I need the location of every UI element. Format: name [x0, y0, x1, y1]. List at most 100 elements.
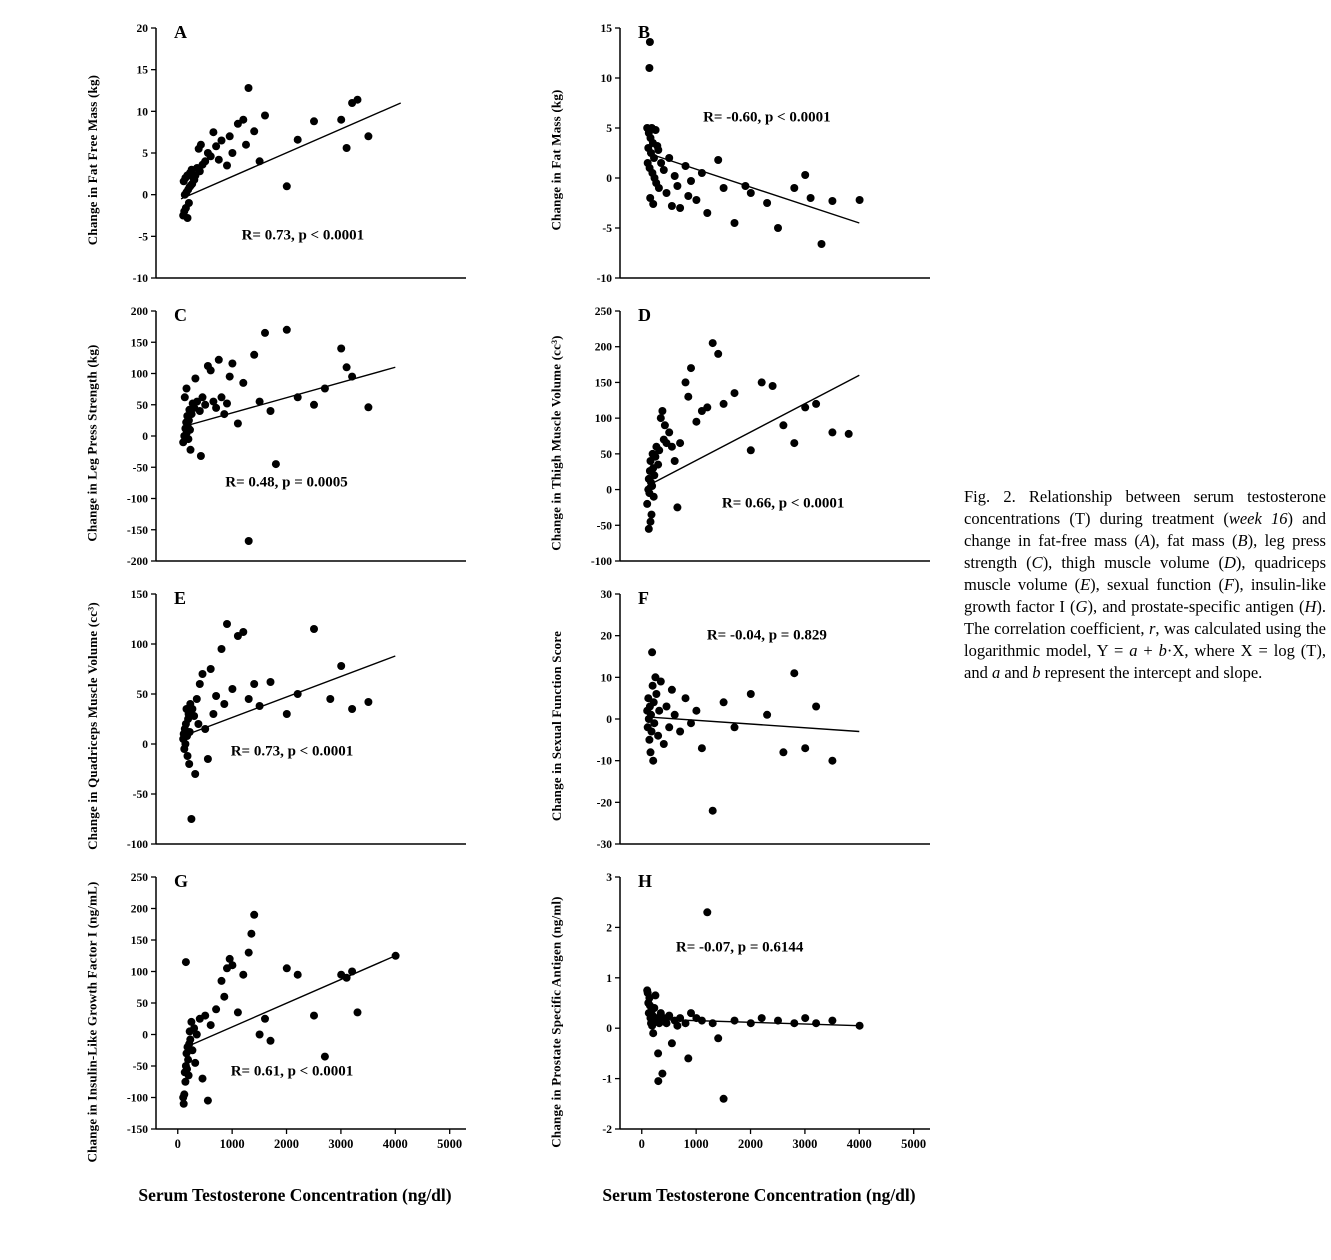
plot-area-D: 250 200 150 100 50 0 -50 -100 D R= 0.66, p < 0.… — [572, 301, 942, 584]
plot-area-F: 30 20 10 0 -10 -20 -30 F R= -0.04, p = 0.829 — [572, 584, 942, 867]
svg-text:-5: -5 — [602, 223, 612, 235]
svg-text:2000: 2000 — [738, 1137, 763, 1151]
svg-text:15: 15 — [601, 23, 613, 35]
plot-area-E: 150 100 50 0 -50 -100 E R= 0.73, p < 0.0001 — [108, 584, 478, 867]
svg-text:10: 10 — [601, 672, 613, 684]
svg-text:-50: -50 — [133, 789, 149, 801]
svg-text:100: 100 — [131, 369, 149, 381]
correlation-label-B: R= -0.60, p < 0.0001 — [703, 109, 831, 126]
svg-text:100: 100 — [131, 639, 149, 651]
svg-text:30: 30 — [601, 589, 613, 601]
svg-text:5: 5 — [606, 123, 612, 135]
scatter-chart-D: 250 200 150 100 50 0 -50 -100 — [591, 306, 930, 568]
svg-text:-20: -20 — [597, 797, 613, 809]
y-axis-label-E: Change in Quadriceps Muscle Volume (cc³) — [78, 584, 108, 867]
panel-letter-F: F — [638, 588, 649, 608]
svg-text:15: 15 — [137, 65, 149, 77]
svg-text:5000: 5000 — [901, 1137, 926, 1151]
svg-text:5: 5 — [142, 148, 148, 160]
correlation-label-A: R= 0.73, p < 0.0001 — [241, 227, 365, 244]
correlation-label-F: R= -0.04, p = 0.829 — [706, 627, 827, 644]
plot-area-G: 250 200 150 100 50 0 -50 -100 -150 0 1000 2000 3000 4… — [108, 867, 478, 1177]
y-axis-label-text: Change in Leg Press Strength (kg) — [85, 343, 101, 542]
correlation-label-D: R= 0.66, p < 0.0001 — [721, 495, 845, 512]
panel-letter-D: D — [638, 305, 651, 325]
svg-text:50: 50 — [137, 400, 149, 412]
svg-text:10: 10 — [601, 73, 613, 85]
y-axis-label-H: Change in Prostate Specific Antigen (ng/… — [542, 867, 572, 1177]
svg-text:250: 250 — [131, 872, 149, 884]
svg-text:1: 1 — [606, 973, 612, 985]
y-axis-label-A: Change in Fat Free Mass (kg) — [78, 18, 108, 301]
svg-text:1000: 1000 — [220, 1137, 245, 1151]
svg-text:4000: 4000 — [383, 1137, 408, 1151]
panel-letter-B: B — [638, 22, 651, 42]
svg-text:5000: 5000 — [437, 1137, 462, 1151]
svg-text:3: 3 — [606, 872, 612, 884]
plots-column-left: Change in Fat Free Mass (kg) 20 15 10 5 0 -5-… — [78, 18, 482, 1260]
scatter-chart-E: 150 100 50 0 -50 -100 — [127, 589, 466, 851]
y-axis-label-text: Change in Thigh Muscle Volume (cc³) — [549, 334, 564, 551]
scatter-chart-F: 30 20 10 0 -10 -20 -30 — [597, 589, 930, 851]
x-axis-title-left: Serum Testosterone Concentration (ng/dl) — [138, 1185, 452, 1205]
svg-text:100: 100 — [131, 967, 149, 979]
svg-text:-150: -150 — [127, 1124, 148, 1136]
svg-text:4000: 4000 — [847, 1137, 872, 1151]
svg-text:1000: 1000 — [684, 1137, 709, 1151]
svg-text:3000: 3000 — [328, 1137, 353, 1151]
panel-G: Change in Insulin-Like Growth Factor I (… — [78, 867, 482, 1177]
svg-text:0: 0 — [142, 190, 148, 202]
y-axis-label-D: Change in Thigh Muscle Volume (cc³) — [542, 301, 572, 584]
svg-text:0: 0 — [606, 714, 612, 726]
svg-text:3000: 3000 — [792, 1137, 817, 1151]
svg-text:-100: -100 — [127, 1093, 148, 1105]
panel-B: Change in Fat Mass (kg) 15 10 5 0 -5 -10 B R=… — [542, 18, 946, 301]
svg-text:-1: -1 — [602, 1074, 612, 1086]
scatter-chart-C: 200 150 100 50 0 -50 -100 -150 -200 — [127, 306, 466, 568]
svg-text:10: 10 — [137, 106, 149, 118]
plot-area-C: 200 150 100 50 0 -50 -100 -150 -200 C R= 0.48, p… — [108, 301, 478, 584]
y-axis-label-F: Change in Sexual Function Score — [542, 584, 572, 867]
svg-text:-100: -100 — [591, 556, 612, 568]
svg-text:2000: 2000 — [274, 1137, 299, 1151]
panel-letter-G: G — [174, 871, 189, 891]
svg-text:0: 0 — [142, 1030, 148, 1042]
svg-text:-100: -100 — [127, 494, 148, 506]
scatter-chart-G: 250 200 150 100 50 0 -50 -100 -150 0 1000 2000 3000 4… — [127, 872, 466, 1151]
correlation-label-H: R= -0.07, p = 0.6144 — [675, 939, 804, 956]
svg-text:-30: -30 — [597, 839, 613, 851]
panel-letter-H: H — [638, 871, 653, 891]
svg-text:-10: -10 — [597, 756, 613, 768]
scatter-chart-A: 20 15 10 5 0 -5 -10 — [133, 23, 466, 285]
svg-text:-150: -150 — [127, 525, 148, 537]
svg-text:100: 100 — [595, 413, 613, 425]
svg-text:-10: -10 — [597, 273, 613, 285]
y-axis-label-G: Change in Insulin-Like Growth Factor I (… — [78, 867, 108, 1177]
plot-area-B: 15 10 5 0 -5 -10 B R= -0.60, p < 0.0001 — [572, 18, 942, 301]
y-axis-label-text: Change in Prostate Specific Antigen (ng/… — [549, 896, 565, 1148]
scatter-chart-B: 15 10 5 0 -5 -10 — [597, 23, 930, 285]
svg-text:200: 200 — [131, 306, 149, 318]
svg-text:-10: -10 — [133, 273, 149, 285]
y-axis-label-text: Change in Sexual Function Score — [549, 630, 564, 821]
svg-text:0: 0 — [606, 173, 612, 185]
correlation-label-C: R= 0.48, p = 0.0005 — [225, 474, 348, 491]
svg-text:150: 150 — [131, 337, 149, 349]
y-axis-label-text: Change in Quadriceps Muscle Volume (cc³) — [85, 601, 101, 850]
svg-text:200: 200 — [595, 342, 613, 354]
svg-text:-50: -50 — [133, 462, 149, 474]
svg-text:250: 250 — [595, 306, 613, 318]
y-axis-label-text: Change in Fat Free Mass (kg) — [85, 74, 100, 245]
svg-text:150: 150 — [131, 935, 149, 947]
y-axis-label-B: Change in Fat Mass (kg) — [542, 18, 572, 301]
svg-text:-50: -50 — [597, 520, 613, 532]
svg-text:0: 0 — [142, 739, 148, 751]
svg-text:0: 0 — [606, 1023, 612, 1035]
panel-letter-C: C — [174, 305, 187, 325]
panel-E: Change in Quadriceps Muscle Volume (cc³)… — [78, 584, 482, 867]
panel-letter-E: E — [174, 588, 187, 608]
panel-letter-A: A — [174, 22, 187, 42]
svg-text:50: 50 — [601, 449, 613, 461]
figure-caption: Fig. 2. Relationship between serum testo… — [964, 487, 1327, 682]
